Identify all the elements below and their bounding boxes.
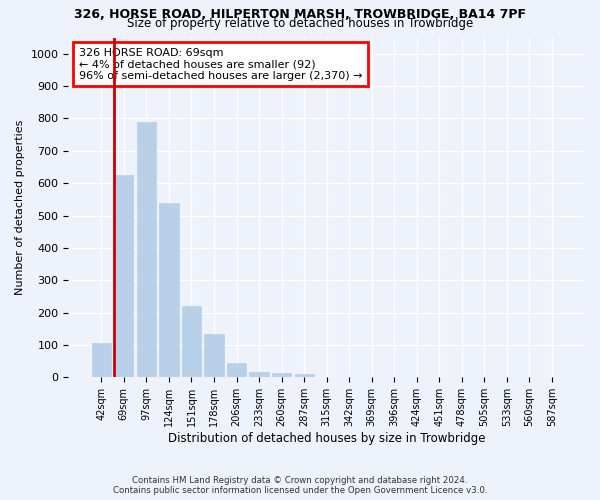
Text: 326 HORSE ROAD: 69sqm
← 4% of detached houses are smaller (92)
96% of semi-detac: 326 HORSE ROAD: 69sqm ← 4% of detached h… [79, 48, 362, 81]
Y-axis label: Number of detached properties: Number of detached properties [15, 120, 25, 295]
Bar [137, 122, 156, 378]
Bar [160, 202, 179, 378]
Bar [92, 344, 111, 378]
Bar [250, 372, 269, 378]
Bar [227, 363, 246, 378]
Text: Contains HM Land Registry data © Crown copyright and database right 2024.
Contai: Contains HM Land Registry data © Crown c… [113, 476, 487, 495]
Bar [295, 374, 314, 378]
Bar [272, 374, 291, 378]
Bar [182, 306, 201, 378]
Text: 326, HORSE ROAD, HILPERTON MARSH, TROWBRIDGE, BA14 7PF: 326, HORSE ROAD, HILPERTON MARSH, TROWBR… [74, 8, 526, 20]
Bar [114, 175, 133, 378]
Bar [205, 334, 224, 378]
Text: Size of property relative to detached houses in Trowbridge: Size of property relative to detached ho… [127, 18, 473, 30]
X-axis label: Distribution of detached houses by size in Trowbridge: Distribution of detached houses by size … [168, 432, 485, 445]
